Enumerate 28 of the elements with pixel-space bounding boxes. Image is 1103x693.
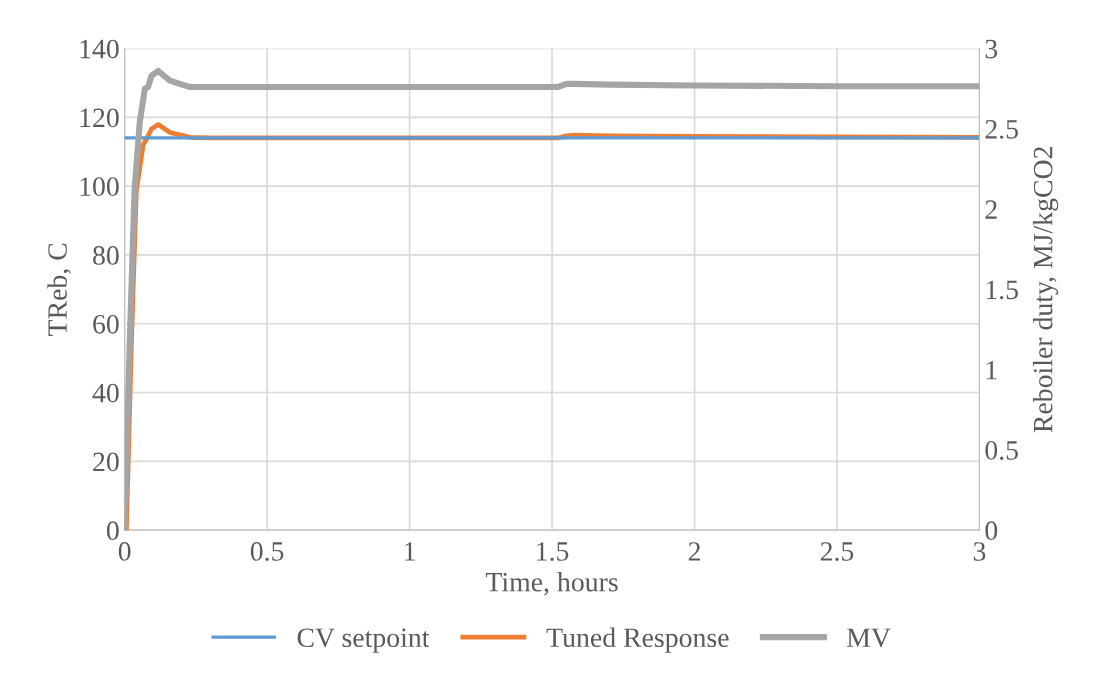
legend-label: Tuned Response [546,627,729,653]
y-tick-label: 20 [93,452,119,472]
x-axis-title: Time, hours [485,572,618,596]
x-tick-label: 0 [118,542,131,561]
y-tick-label: 100 [80,177,119,197]
y2-tick-label: 0.5 [985,441,1018,460]
y-tick-label: 40 [92,383,119,403]
y2-tick-label: 2 [985,200,997,219]
y-tick-label: 80 [93,246,119,265]
y2-tick-label: 2.5 [985,120,1018,139]
legend-label: MV [847,628,891,648]
legend-label: CV setpoint [297,628,430,653]
y2-tick-label: 1 [986,360,997,380]
y2-axis-title: Reboiler duty, MJ/kgCO2 [1032,147,1059,433]
y2-tick-label: 0 [985,521,998,541]
x-tick-label: 1.5 [537,542,569,561]
x-tick-label: 3 [973,542,986,561]
x-tick-label: 1 [405,542,415,561]
y-tick-label: 0 [106,521,119,541]
y-tick-label: 120 [80,108,119,128]
x-tick-label: 2.5 [820,542,854,561]
y-tick-label: 60 [93,314,119,334]
y-axis-title: TReb, C [47,243,71,336]
y2-tick-label: 3 [985,39,998,59]
y-tick-label: 140 [80,39,119,59]
x-tick-label: 0.5 [250,542,284,561]
y2-tick-label: 1.5 [986,280,1018,300]
x-tick-label: 2 [688,542,700,561]
